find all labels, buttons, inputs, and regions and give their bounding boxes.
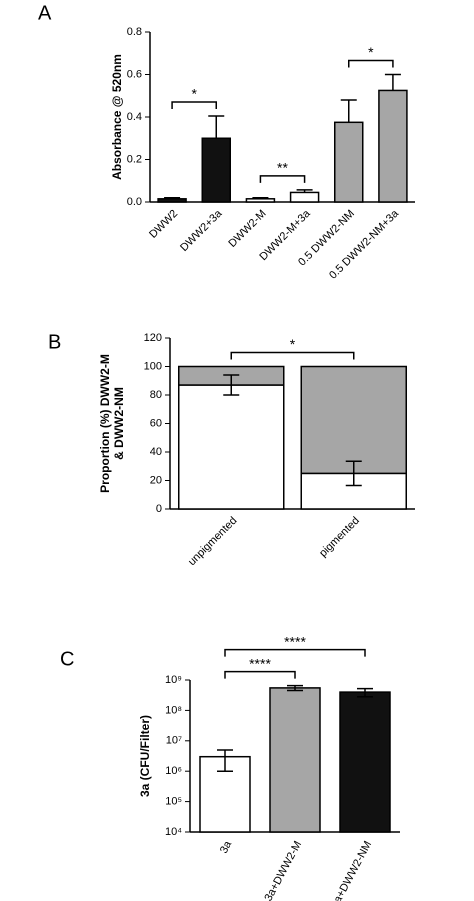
y-axis-label: Absorbance @ 520nm [110, 54, 124, 180]
error-bar [164, 197, 181, 199]
y-tick-label: 60 [150, 417, 162, 429]
significance-bracket [230, 351, 355, 360]
x-tick-label: pigmented [317, 515, 362, 560]
x-tick-label: DWW2 [147, 208, 180, 241]
bar [245, 198, 276, 203]
bar [157, 198, 187, 203]
error-bar [384, 73, 401, 91]
y-tick-label: 10⁸ [165, 704, 182, 716]
x-tick-label: 3a+DWW2-NM [329, 839, 374, 901]
y-tick-label: 0.6 [127, 68, 142, 80]
bar-segment [300, 365, 407, 475]
y-tick-label: 0.2 [127, 153, 142, 165]
y-tick-label: 10⁵ [165, 796, 182, 808]
y-tick-label: 40 [150, 446, 162, 458]
y-tick-label: 100 [144, 360, 162, 372]
significance-label: * [290, 336, 296, 352]
error-bar [357, 687, 373, 698]
error-bar [223, 374, 240, 396]
significance-bracket [171, 101, 217, 109]
y-tick-label: 10⁶ [165, 765, 182, 777]
error-bar [208, 115, 225, 139]
significance-label: * [191, 86, 197, 102]
bar [334, 121, 364, 203]
significance-label: * [368, 44, 374, 60]
significance-label: **** [249, 655, 271, 671]
y-tick-label: 120 [144, 332, 162, 344]
panel-label: C [60, 648, 74, 670]
y-tick-label: 0.0 [127, 196, 142, 208]
y-tick-label: 0 [156, 503, 162, 515]
error-bar [287, 684, 303, 692]
panel-label: A [38, 2, 52, 24]
error-bar [340, 99, 357, 123]
x-tick-label: unpigmented [186, 515, 239, 568]
bar [289, 191, 320, 203]
error-bar [252, 197, 269, 199]
x-tick-label: 3a+DWW2-M [262, 839, 304, 901]
y-tick-label: 10⁴ [165, 826, 182, 838]
y-tick-label: 20 [150, 474, 162, 486]
x-tick-label: DWW2-M [226, 208, 268, 250]
y-tick-label: 10⁹ [165, 674, 182, 686]
bar [201, 137, 231, 203]
significance-bracket [259, 175, 306, 183]
x-tick-label: 3a [218, 838, 235, 855]
y-tick-label: 10⁷ [166, 735, 182, 747]
y-axis-label: 3a (CFU/Filter) [138, 715, 152, 797]
x-tick-label: DWW2+3a [178, 207, 225, 254]
bar [339, 691, 391, 833]
significance-label: ** [277, 160, 288, 176]
y-axis-label: Proportion (%) DWW2-M [98, 354, 112, 493]
significance-bracket [224, 670, 296, 679]
y-tick-label: 80 [150, 389, 162, 401]
significance-bracket [348, 59, 394, 68]
y-tick-label: 0.8 [127, 26, 142, 38]
y-tick-label: 0.4 [127, 111, 142, 123]
bar-segment [178, 384, 285, 510]
error-bar [345, 460, 362, 487]
significance-bracket [224, 648, 366, 657]
bar [269, 687, 321, 833]
error-bar [217, 749, 233, 772]
significance-label: **** [284, 633, 306, 649]
bar [378, 89, 408, 203]
panel-label: B [48, 331, 61, 353]
error-bar [296, 189, 313, 193]
y-axis-label: & DWW2-NM [112, 387, 126, 460]
